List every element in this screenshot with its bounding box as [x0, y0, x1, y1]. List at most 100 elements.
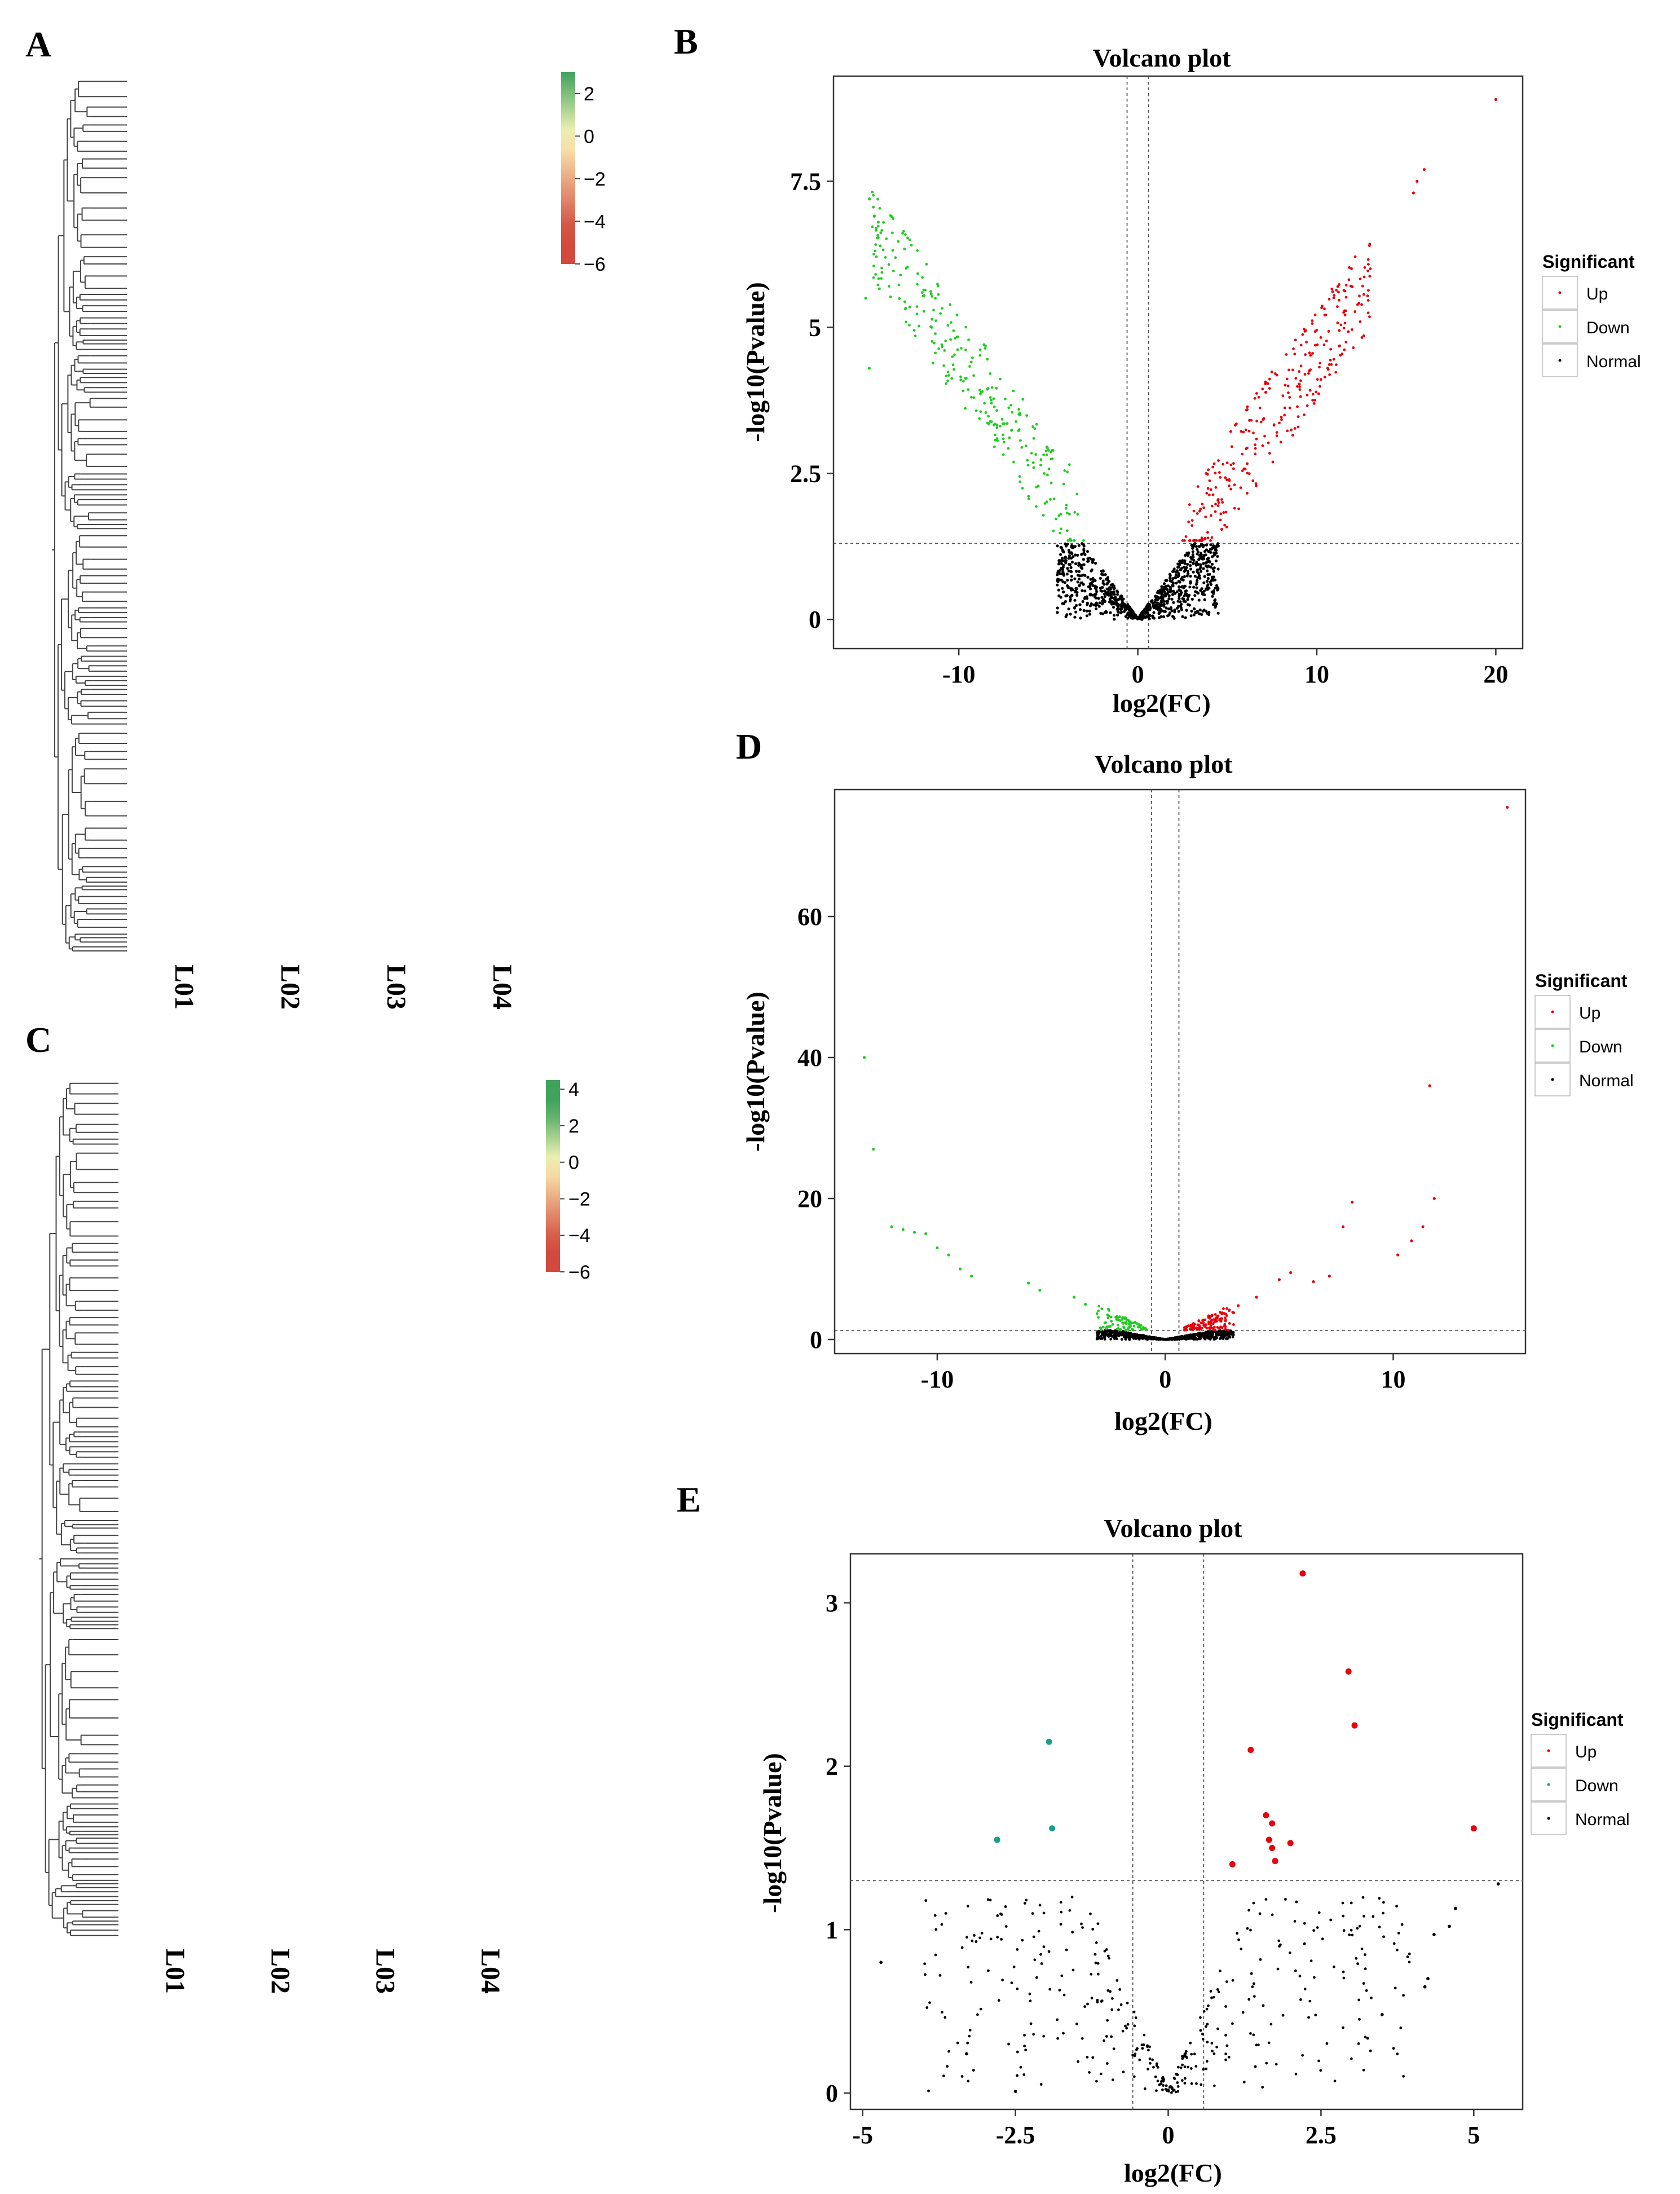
point-down [874, 273, 878, 276]
volcano-b-threshold-lines [834, 76, 1523, 649]
point-up [1353, 310, 1357, 313]
point-normal [1203, 575, 1206, 578]
point-down [1004, 397, 1007, 400]
point-normal [1153, 606, 1156, 609]
point-down [916, 283, 919, 286]
point-up [1362, 293, 1365, 296]
point-normal [1098, 601, 1101, 605]
point-up [1229, 430, 1232, 433]
point-normal [1161, 597, 1165, 601]
point-normal [1205, 543, 1208, 547]
point-normal [1078, 574, 1082, 578]
point-normal [1162, 600, 1166, 603]
point-normal [1184, 554, 1187, 557]
point-normal [1211, 575, 1214, 579]
point-normal [1194, 562, 1198, 566]
point-normal [1202, 544, 1205, 548]
point-normal [1179, 600, 1182, 603]
point-up [1311, 399, 1315, 402]
point-down [993, 406, 996, 408]
point-up [1359, 320, 1362, 323]
point-up [1288, 406, 1291, 409]
point-normal [1178, 594, 1181, 598]
point-up [1225, 461, 1229, 465]
point-up [1309, 368, 1312, 371]
point-normal [1100, 1337, 1104, 1340]
point-up [1307, 372, 1310, 375]
point-normal [1175, 581, 1178, 585]
point-up [1319, 362, 1322, 365]
point-normal [1196, 592, 1200, 595]
point-normal [1197, 598, 1201, 602]
point-normal [1209, 550, 1212, 554]
panel-letter-e: E [677, 1479, 701, 1519]
point-normal [1156, 598, 1159, 602]
point-normal [1121, 601, 1125, 604]
point-up [1224, 510, 1228, 514]
point-up [1291, 434, 1294, 437]
point-up [1205, 492, 1209, 495]
point-up [1206, 531, 1209, 534]
point-up [1278, 421, 1281, 425]
point-up [1344, 284, 1348, 287]
heatmap-a-dendrogram [51, 81, 127, 952]
heatmap-column-label: L04 [487, 964, 517, 1010]
point-down [1033, 427, 1037, 430]
point-normal [1183, 565, 1186, 569]
point-normal [1101, 573, 1105, 576]
point-up [1246, 408, 1249, 411]
point-down [905, 267, 908, 270]
point-normal [1085, 609, 1088, 613]
point-normal [1083, 589, 1087, 593]
point-down [931, 340, 934, 343]
point-down [910, 244, 913, 247]
point-normal [1206, 557, 1209, 561]
x-tick-label: 0 [1132, 660, 1144, 688]
point-normal [1169, 606, 1172, 610]
colorbar-tick-label: −4 [584, 211, 606, 232]
point-normal [1074, 603, 1078, 607]
point-down [996, 439, 999, 442]
point-normal [1114, 596, 1117, 599]
point-normal [1182, 600, 1185, 603]
point-up [1299, 364, 1303, 368]
point-normal [1152, 611, 1156, 614]
heatmap-column-label: L02 [275, 964, 305, 1010]
point-down [876, 221, 880, 224]
point-normal [1095, 590, 1099, 593]
heatmap-c-colorbar [546, 1080, 560, 1272]
point-normal [1189, 581, 1192, 585]
point-down [946, 379, 949, 382]
point-down [1046, 473, 1049, 477]
point-down [1065, 529, 1069, 532]
point-normal [1065, 572, 1069, 576]
point-down [873, 214, 876, 218]
point-up [1190, 519, 1194, 522]
x-tick-label: -10 [942, 660, 976, 688]
point-normal [1175, 590, 1179, 593]
point-normal [1070, 587, 1074, 591]
point-normal [1076, 553, 1079, 557]
point-up [1254, 447, 1257, 450]
point-normal [1115, 1337, 1118, 1341]
point-up [1358, 294, 1361, 298]
point-normal [1104, 573, 1107, 576]
point-up [1210, 504, 1214, 508]
point-normal [1162, 610, 1166, 613]
point-down [890, 215, 893, 218]
point-normal [1166, 614, 1170, 618]
point-normal [1159, 610, 1162, 613]
point-normal [1064, 559, 1068, 562]
point-down [937, 347, 940, 350]
point-up [1366, 299, 1370, 302]
point-down [986, 421, 989, 425]
point-normal [1065, 594, 1069, 597]
point-up [1298, 382, 1300, 386]
point-normal [1216, 587, 1220, 591]
point-normal [1148, 617, 1151, 620]
point-down [984, 411, 987, 414]
point-up [1195, 539, 1198, 542]
point-down [956, 348, 959, 351]
point-down [989, 372, 992, 375]
point-normal [1136, 617, 1139, 620]
